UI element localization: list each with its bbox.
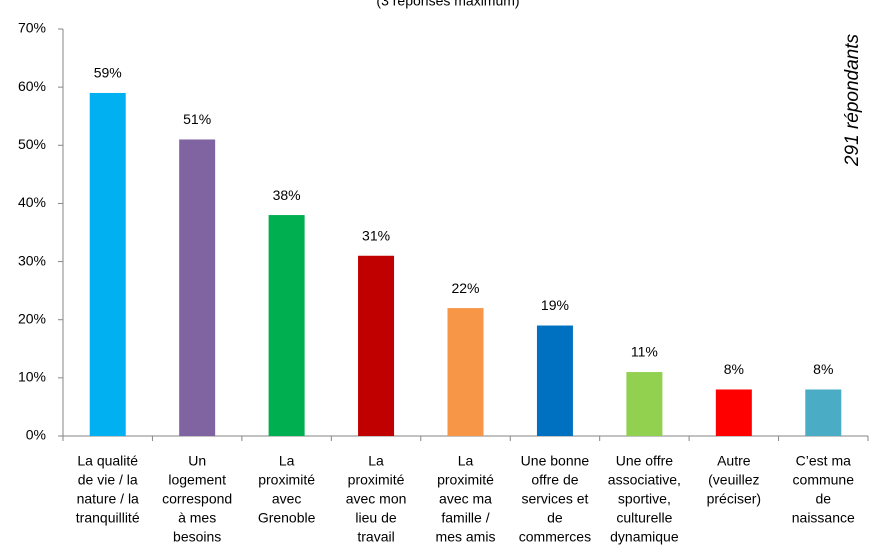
y-tick-label: 20% [18,310,46,326]
x-tick-label: La qualité [77,453,138,469]
data-label: 22% [451,280,479,296]
y-tick-label: 60% [18,78,46,94]
x-tick-label: nature / la [77,491,139,507]
x-tick-label: (veuillez [708,472,759,488]
y-tick-label: 50% [18,136,46,152]
chart-subtitle: (3 réponses maximum) [376,0,519,9]
bar [268,215,305,436]
x-tick-label: famille / [441,510,489,526]
data-label: 59% [94,65,122,81]
x-tick-label: commerces [519,529,591,545]
bar [358,255,395,436]
x-tick-label: Une offre [616,453,674,469]
y-tick-label: 10% [18,369,46,385]
x-tick-label: dynamique [610,529,679,545]
data-label: 8% [724,361,744,377]
y-tick-label: 40% [18,194,46,210]
x-tick-label: de [815,491,831,507]
bar [626,372,663,436]
x-tick-label: commune [793,472,855,488]
x-tick-label: La [279,453,295,469]
x-tick-label: mes amis [436,529,496,545]
x-tick-label: culturelle [616,510,672,526]
x-tick-label: sportive, [618,491,671,507]
x-tick-label: La [368,453,384,469]
data-label: 31% [362,227,390,243]
x-tick-label: avec mon [346,491,407,507]
data-label: 8% [813,361,833,377]
annotation: 291 répondants [842,33,863,167]
data-label: 51% [183,111,211,127]
data-label: 11% [631,344,658,360]
bar [89,92,126,436]
x-tick-label: proximité [258,472,315,488]
x-tick-label: avec [272,491,302,507]
x-tick-label: La [458,453,474,469]
x-tick-label: préciser) [707,491,761,507]
x-tick-label: avec ma [439,491,492,507]
bar [447,308,484,436]
x-tick-label: tranquillité [76,510,140,526]
x-tick-label: services et [521,491,588,507]
x-tick-label: besoins [173,529,221,545]
bar [805,389,842,436]
x-tick-label: à mes [178,510,216,526]
bar [715,389,752,436]
x-tick-label: Grenoble [258,510,316,526]
x-tick-label: de [547,510,563,526]
bar [536,325,573,436]
bar [179,139,216,436]
x-tick-label: Une bonne [521,453,590,469]
y-tick-label: 70% [18,20,46,36]
y-tick-label: 0% [26,427,46,443]
data-label: 38% [273,187,301,203]
x-tick-label: Autre [717,453,751,469]
x-tick-label: de vie / la [78,472,138,488]
x-tick-label: associative, [608,472,681,488]
x-tick-label: proximité [348,472,405,488]
x-tick-label: correspond [162,491,232,507]
x-tick-label: lieu de [355,510,396,526]
data-label: 19% [541,297,569,313]
x-tick-label: offre de [531,472,578,488]
x-tick-label: C’est ma [796,453,851,469]
y-tick-label: 30% [18,252,46,268]
x-tick-label: naissance [792,510,855,526]
x-tick-label: travail [357,529,394,545]
x-tick-label: Un [188,453,206,469]
x-tick-label: proximité [437,472,494,488]
x-tick-label: logement [168,472,226,488]
